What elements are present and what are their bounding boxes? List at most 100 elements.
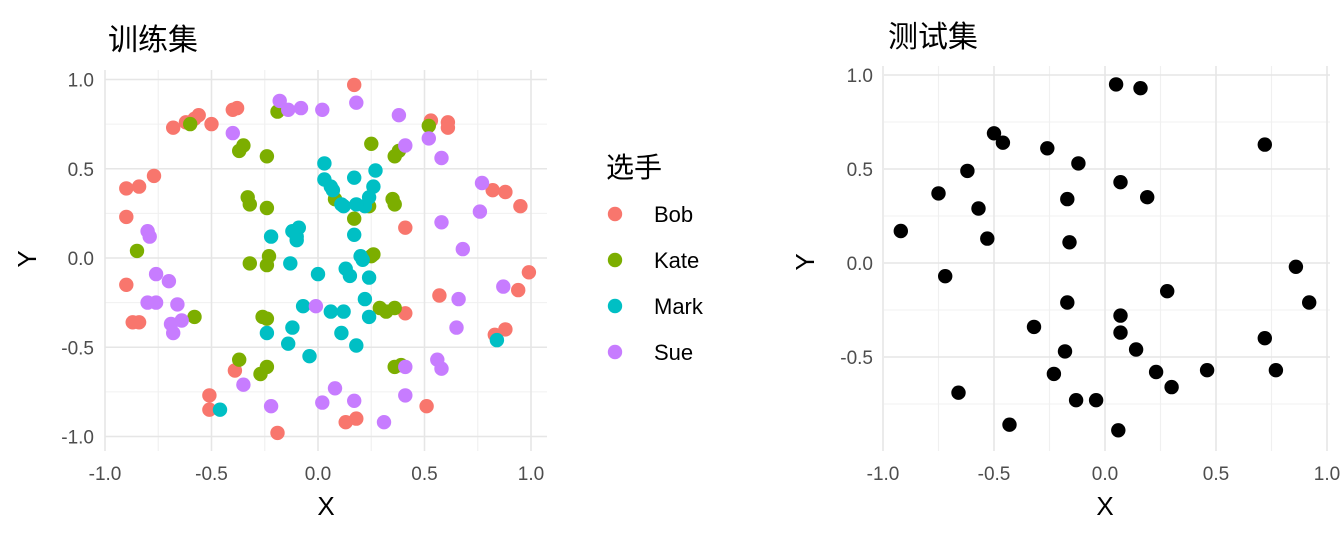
training-point-sue bbox=[170, 297, 185, 312]
training-point-mark bbox=[263, 229, 279, 244]
training-point-mark bbox=[317, 156, 332, 171]
test-point-test bbox=[1164, 379, 1179, 395]
training-point-mark bbox=[336, 304, 351, 319]
test-point-test bbox=[971, 201, 986, 216]
training-y-tick-label: 0.5 bbox=[68, 160, 94, 181]
training-point-sue bbox=[421, 131, 436, 146]
legend-items: Bob Kate Mark Sue bbox=[607, 202, 704, 365]
test-point-test bbox=[1113, 175, 1128, 190]
training-point-kate bbox=[387, 300, 402, 316]
test-point-test bbox=[1288, 259, 1304, 274]
test-point-test bbox=[893, 223, 908, 239]
training-point-mark bbox=[289, 233, 304, 248]
legend-label-mark: Mark bbox=[654, 294, 704, 319]
test-point-test bbox=[960, 163, 975, 179]
training-point-mark bbox=[347, 227, 362, 242]
training-point-bob bbox=[270, 425, 285, 441]
training-point-bob bbox=[347, 77, 362, 93]
training-point-bob bbox=[498, 184, 513, 200]
test-point-test bbox=[938, 269, 953, 284]
training-x-axis-label: X bbox=[317, 491, 334, 521]
test-point-test bbox=[1268, 363, 1284, 378]
test-x-tick-label: -1.0 bbox=[867, 464, 900, 485]
training-points bbox=[119, 77, 537, 441]
training-point-bob bbox=[146, 168, 162, 184]
test-point-test bbox=[1257, 137, 1273, 152]
test-y-tick-label: 1.0 bbox=[847, 66, 873, 87]
test-y-tick-label: 0.0 bbox=[847, 254, 873, 275]
training-point-mark bbox=[349, 338, 364, 353]
test-point-test bbox=[986, 126, 1002, 141]
test-y-axis-label: Y bbox=[790, 253, 820, 270]
test-point-test bbox=[1040, 141, 1055, 156]
training-point-kate bbox=[270, 104, 285, 119]
training-point-sue bbox=[347, 393, 362, 408]
test-x-axis-label: X bbox=[1096, 491, 1113, 521]
training-x-tick-label: -0.5 bbox=[195, 464, 228, 485]
training-point-bob bbox=[119, 209, 134, 225]
training-point-bob bbox=[498, 322, 513, 337]
training-point-bob bbox=[398, 220, 413, 235]
legend-key-mark bbox=[607, 298, 623, 314]
training-point-kate bbox=[259, 200, 275, 216]
legend-key-bob bbox=[607, 206, 623, 222]
training-point-sue bbox=[281, 102, 296, 118]
training-point-bob bbox=[513, 199, 528, 214]
test-point-test bbox=[1062, 235, 1077, 250]
training-y-axis-label: Y bbox=[12, 250, 42, 267]
test-point-test bbox=[1302, 295, 1317, 310]
test-point-test bbox=[1148, 364, 1164, 380]
legend-title: 选手 bbox=[606, 152, 662, 183]
test-point-test bbox=[951, 385, 966, 400]
test-x-ticks: -1.0 -0.5 0.0 0.5 1.0 bbox=[867, 464, 1341, 485]
training-point-mark bbox=[283, 256, 298, 271]
training-point-mark bbox=[361, 309, 377, 325]
training-point-kate bbox=[242, 256, 257, 271]
training-point-sue bbox=[272, 93, 287, 109]
training-point-mark bbox=[347, 170, 362, 185]
training-point-mark bbox=[336, 199, 351, 214]
training-point-bob bbox=[119, 181, 134, 196]
training-point-mark bbox=[489, 332, 505, 348]
training-point-mark bbox=[310, 266, 326, 282]
training-point-sue bbox=[398, 138, 413, 153]
training-point-sue bbox=[263, 399, 279, 414]
training-y-ticks: -1.0 -0.5 0.0 0.5 1.0 bbox=[61, 71, 94, 449]
test-point-test bbox=[1002, 417, 1017, 432]
training-point-sue bbox=[455, 241, 470, 257]
training-point-bob bbox=[521, 265, 537, 280]
training-point-sue bbox=[315, 395, 330, 410]
training-x-tick-label: 0.0 bbox=[305, 464, 331, 485]
training-point-sue bbox=[148, 295, 164, 310]
training-point-bob bbox=[440, 120, 456, 135]
training-x-tick-label: 0.5 bbox=[411, 464, 437, 485]
test-point-test bbox=[1046, 366, 1062, 382]
training-point-sue bbox=[161, 274, 177, 289]
training-point-kate bbox=[242, 197, 257, 212]
training-point-kate bbox=[259, 149, 275, 164]
test-x-tick-label: 0.0 bbox=[1092, 464, 1118, 485]
training-point-sue bbox=[434, 361, 449, 376]
test-point-test bbox=[1088, 393, 1104, 408]
training-point-sue bbox=[398, 388, 413, 403]
training-point-kate bbox=[364, 136, 379, 151]
training-point-sue bbox=[349, 95, 364, 110]
training-x-tick-label: -1.0 bbox=[89, 464, 122, 485]
test-point-test bbox=[1133, 81, 1148, 96]
training-point-mark bbox=[325, 183, 341, 198]
test-point-test bbox=[1199, 363, 1215, 378]
test-point-test bbox=[1160, 284, 1175, 299]
training-point-mark bbox=[281, 336, 296, 351]
training-point-sue bbox=[293, 100, 309, 116]
test-y-tick-label: 0.5 bbox=[847, 160, 873, 181]
training-point-kate bbox=[232, 352, 247, 367]
training-point-mark bbox=[357, 291, 373, 307]
training-point-sue bbox=[308, 299, 324, 314]
training-point-mark bbox=[355, 252, 370, 267]
training-y-tick-label: -0.5 bbox=[61, 338, 94, 359]
test-point-test bbox=[1113, 325, 1128, 340]
training-point-bob bbox=[131, 315, 147, 330]
training-point-sue bbox=[315, 102, 330, 118]
training-point-bob bbox=[166, 120, 181, 135]
